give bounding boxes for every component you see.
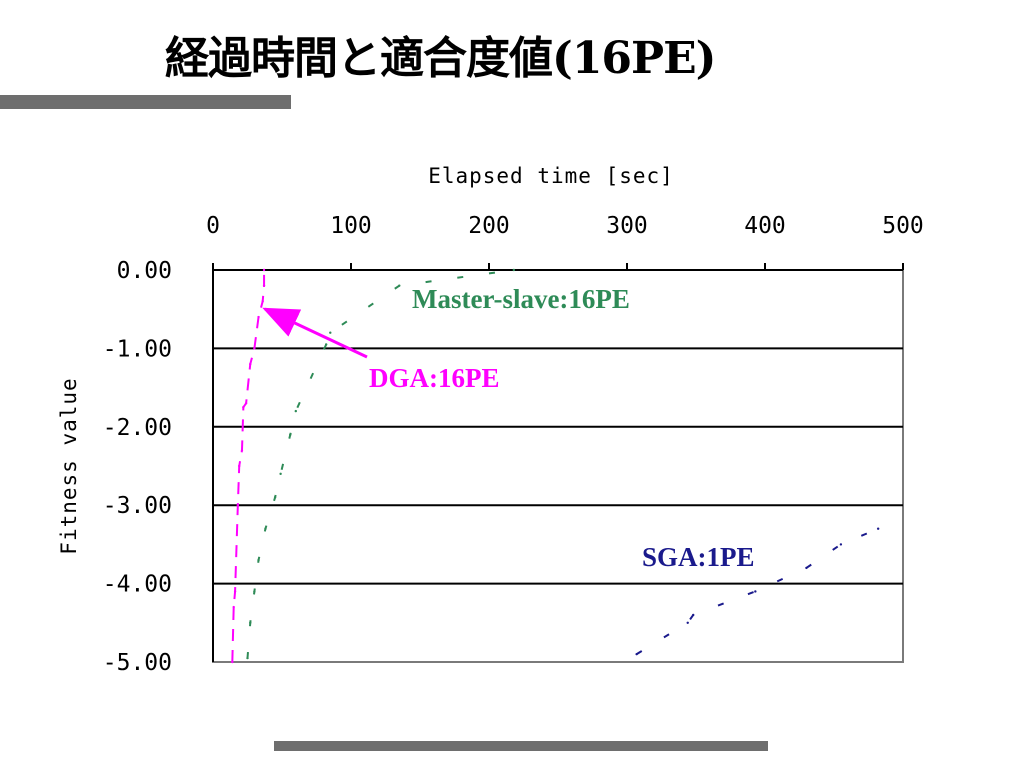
data-point-dga-16pe bbox=[231, 660, 234, 664]
x-axis-title: Elapsed time [sec] bbox=[428, 164, 674, 188]
data-point-master-slave-16pe bbox=[324, 343, 328, 346]
x-tick-label: 300 bbox=[606, 213, 648, 239]
data-point-dga-16pe bbox=[261, 300, 264, 303]
data-point-sga-1pe bbox=[839, 543, 843, 546]
y-tick-label: -3.00 bbox=[103, 493, 172, 519]
data-point-dga-16pe bbox=[233, 590, 237, 593]
title-underline-bar bbox=[0, 95, 291, 109]
data-point-dga-16pe bbox=[238, 464, 241, 468]
series-label-sga-1pe: SGA:1PE bbox=[642, 542, 755, 572]
x-tick-label: 500 bbox=[882, 213, 924, 239]
data-point-master-slave-16pe bbox=[279, 472, 282, 476]
data-point-master-slave-16pe bbox=[294, 409, 297, 413]
plot-area bbox=[212, 269, 904, 663]
x-tick-label: 200 bbox=[468, 213, 510, 239]
data-point-dga-16pe bbox=[236, 504, 240, 507]
data-point-master-slave-16pe bbox=[273, 496, 277, 499]
data-point-dga-16pe bbox=[262, 284, 266, 287]
data-point-sga-1pe bbox=[876, 527, 880, 530]
data-point-master-slave-16pe bbox=[249, 621, 252, 624]
series-label-master-slave-16pe: Master-slave:16PE bbox=[412, 284, 630, 314]
data-point-dga-16pe bbox=[257, 315, 260, 319]
data-point-sga-1pe bbox=[635, 652, 638, 656]
data-point-master-slave-16pe bbox=[329, 331, 332, 334]
y-tick-label: 0.00 bbox=[117, 258, 172, 284]
y-tick-label: -4.00 bbox=[103, 572, 172, 598]
data-point-master-slave-16pe bbox=[512, 268, 516, 272]
data-point-master-slave-16pe bbox=[246, 656, 249, 660]
y-tick-label: -2.00 bbox=[103, 415, 172, 441]
x-tick-label: 0 bbox=[206, 213, 220, 239]
x-tick-label: 400 bbox=[744, 213, 786, 239]
series-label-dga-16pe: DGA:16PE bbox=[369, 363, 500, 393]
footer-bar bbox=[274, 741, 768, 751]
chart-layer: 0.00 -1.00 -2.00 -3.00 -4.00 -5.00 0 100 200 300 4… bbox=[103, 213, 924, 676]
data-point-dga-16pe bbox=[240, 449, 244, 452]
data-point-master-slave-16pe bbox=[289, 433, 292, 436]
slide-title: 経過時間と適合度値(16PE) bbox=[165, 33, 716, 84]
data-point-dga-16pe bbox=[244, 402, 248, 405]
data-point-dga-16pe bbox=[249, 362, 252, 366]
data-point-sga-1pe bbox=[686, 621, 689, 624]
annotation-arrow-dga-16pe bbox=[262, 307, 368, 359]
y-axis-title: Fitness value bbox=[57, 377, 81, 554]
x-tick-label: 100 bbox=[330, 213, 372, 239]
y-tick-label: -5.00 bbox=[103, 650, 172, 676]
data-point-master-slave-16pe bbox=[398, 284, 401, 287]
data-point-dga-16pe bbox=[232, 605, 235, 609]
data-point-master-slave-16pe bbox=[257, 558, 260, 562]
data-point-dga-16pe bbox=[253, 347, 256, 350]
data-point-dga-16pe bbox=[262, 268, 266, 272]
data-point-master-slave-16pe bbox=[253, 590, 256, 593]
data-point-sga-1pe bbox=[692, 613, 695, 617]
data-point-dga-16pe bbox=[242, 406, 245, 409]
data-point-master-slave-16pe bbox=[264, 527, 267, 530]
y-tick-label: -1.00 bbox=[103, 336, 172, 362]
data-point-sga-1pe bbox=[754, 590, 757, 593]
series-line-dga-16pe bbox=[231, 270, 266, 663]
data-point-sga-1pe bbox=[805, 566, 808, 570]
